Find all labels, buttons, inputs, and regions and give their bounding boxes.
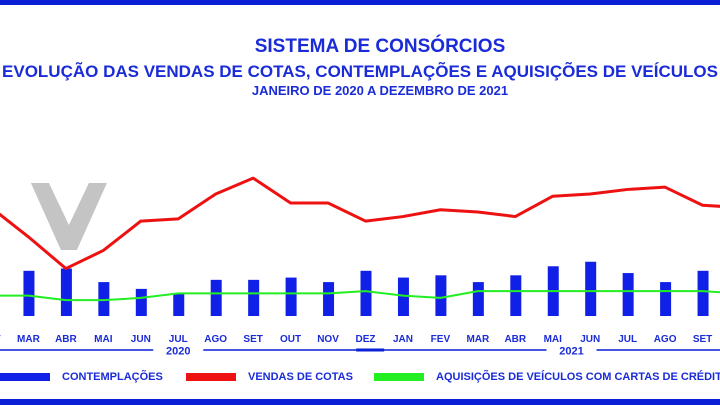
chart-subtitle: EVOLUÇÃO DAS VENDAS DE COTAS, CONTEMPLAÇ… xyxy=(2,62,718,81)
x-tick-label: SET xyxy=(243,334,262,345)
bottom-frame-bar xyxy=(0,399,720,405)
legend-label-vendas: VENDAS DE COTAS xyxy=(248,371,353,383)
bar-contemplacoes xyxy=(210,279,222,316)
bar-contemplacoes xyxy=(323,282,335,316)
bar-contemplacoes xyxy=(248,279,260,316)
year-label: 2020 xyxy=(166,346,190,358)
x-tick-label: JUN xyxy=(131,334,151,345)
v-marker-icon xyxy=(30,183,107,250)
legend-label-contemplacoes: CONTEMPLAÇÕES xyxy=(62,371,163,383)
year-label: 2021 xyxy=(559,346,583,358)
legend-swatch-aquisicoes xyxy=(374,373,424,381)
legend-item-vendas: VENDAS DE COTAS xyxy=(186,369,353,385)
bar-contemplacoes xyxy=(397,277,409,316)
x-tick-label: AGO xyxy=(204,334,227,345)
x-tick-label: JUL xyxy=(618,334,637,345)
x-tick-label: OUT xyxy=(280,334,301,345)
legend-item-contemplacoes: CONTEMPLAÇÕES xyxy=(0,369,163,385)
bar-contemplacoes xyxy=(60,268,72,316)
x-tick-label: JUL xyxy=(169,334,188,345)
year-bracket-end xyxy=(356,348,385,352)
x-tick-label: MAR xyxy=(466,334,490,345)
x-tick-label: FEV xyxy=(431,334,451,345)
x-tick-label: DEZ xyxy=(356,334,376,345)
bar-contemplacoes xyxy=(173,293,185,316)
bar-contemplacoes xyxy=(23,270,35,316)
x-tick-label: MAI xyxy=(544,334,563,345)
x-tick-label: FEV xyxy=(0,334,1,345)
line-vendas xyxy=(0,176,720,271)
x-tick-label: JUN xyxy=(580,334,600,345)
legend-swatch-contemplacoes xyxy=(0,373,50,381)
x-tick-label: ABR xyxy=(504,334,526,345)
legend-label-aquisicoes: AQUISIÇÕES DE VEÍCULOS COM CARTAS DE CRÉ… xyxy=(436,371,720,383)
x-tick-label: ABR xyxy=(55,334,77,345)
x-tick-label: NOV xyxy=(317,334,339,345)
bar-contemplacoes xyxy=(98,282,110,316)
legend-item-aquisicoes: AQUISIÇÕES DE VEÍCULOS COM CARTAS DE CRÉ… xyxy=(374,369,720,385)
x-tick-label: MAI xyxy=(94,334,113,345)
legend-swatch-vendas xyxy=(186,373,236,381)
bar-contemplacoes xyxy=(472,282,484,316)
bar-contemplacoes xyxy=(585,261,597,316)
bar-contemplacoes xyxy=(510,275,522,316)
bar-contemplacoes xyxy=(135,288,147,316)
bar-contemplacoes xyxy=(360,270,372,316)
bar-contemplacoes xyxy=(697,270,709,316)
chart-title: SISTEMA DE CONSÓRCIOS xyxy=(254,36,506,57)
x-tick-label: JAN xyxy=(393,334,413,345)
line-aquisicoes xyxy=(0,290,720,302)
top-frame-bar xyxy=(0,0,720,5)
x-tick-label: SET xyxy=(693,334,712,345)
bar-contemplacoes xyxy=(435,275,447,316)
x-tick-label: AGO xyxy=(654,334,677,345)
bar-contemplacoes xyxy=(285,277,297,316)
bar-contemplacoes xyxy=(660,282,672,316)
x-tick-label: MAR xyxy=(17,334,41,345)
chart-period: JANEIRO DE 2020 A DEZEMBRO DE 2021 xyxy=(251,83,509,98)
bar-contemplacoes xyxy=(622,273,634,316)
